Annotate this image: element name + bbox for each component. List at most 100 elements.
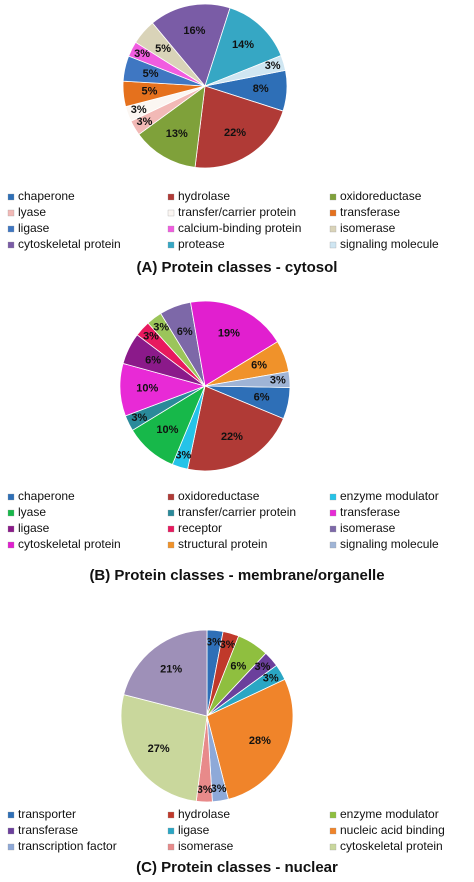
slice-label: 3% xyxy=(175,450,191,462)
slice-label: 3% xyxy=(211,783,227,795)
legend-label: receptor xyxy=(178,521,222,535)
slice-label: 22% xyxy=(224,127,246,139)
slice-label: 3% xyxy=(131,104,147,116)
slice-label: 8% xyxy=(253,83,269,95)
legend-swatch xyxy=(167,811,175,819)
legend-label: signaling molecule xyxy=(340,537,439,551)
legend-swatch xyxy=(329,525,337,533)
legend-swatch xyxy=(329,493,337,501)
pie-slice xyxy=(204,371,291,388)
pie-slice xyxy=(204,7,282,87)
slice-label: 3% xyxy=(153,321,169,333)
slice-label: 3% xyxy=(206,636,222,648)
legend-label: transferase xyxy=(340,505,400,519)
slice-label: 3% xyxy=(265,60,281,72)
legend-label: nucleic acid binding xyxy=(340,823,445,837)
legend-swatch xyxy=(167,509,175,517)
pie-slice xyxy=(123,629,208,717)
legend-label: transferase xyxy=(18,823,78,837)
legend-label: chaperone xyxy=(18,489,75,503)
legend-swatch xyxy=(167,541,175,549)
legend-swatch xyxy=(329,209,337,217)
legend-swatch xyxy=(7,827,15,835)
legend-label: transcription factor xyxy=(18,839,117,853)
slice-label: 22% xyxy=(221,431,243,443)
pie-slice xyxy=(190,300,279,387)
legend-swatch xyxy=(329,827,337,835)
legend-label: structural protein xyxy=(178,537,267,551)
slice-label: 3% xyxy=(197,784,213,796)
legend-label: lyase xyxy=(18,505,46,519)
legend-label: isomerase xyxy=(340,521,396,535)
legend-swatch xyxy=(329,241,337,249)
slice-label: 28% xyxy=(249,735,271,747)
legend-swatch xyxy=(329,193,337,201)
legend-swatch xyxy=(7,811,15,819)
legend-swatch xyxy=(7,493,15,501)
slice-label: 6% xyxy=(230,661,246,673)
chart-caption: (B) Protein classes - membrane/organelle xyxy=(89,567,384,584)
legend-swatch xyxy=(167,493,175,501)
slice-label: 6% xyxy=(254,392,270,404)
legend-label: transfer/carrier protein xyxy=(178,205,296,219)
legend-swatch xyxy=(329,509,337,517)
legend-label: cytoskeletal protein xyxy=(18,537,121,551)
legend-label: ligase xyxy=(18,221,50,235)
legend-label: chaperone xyxy=(18,189,75,203)
legend-swatch xyxy=(329,811,337,819)
legend-swatch xyxy=(167,193,175,201)
legend-swatch xyxy=(7,241,15,249)
legend-label: enzyme modulator xyxy=(340,489,439,503)
slice-label: 3% xyxy=(143,331,159,343)
slice-label: 27% xyxy=(148,743,170,755)
slice-label: 3% xyxy=(255,661,271,673)
legend-label: ligase xyxy=(18,521,50,535)
legend-swatch xyxy=(7,209,15,217)
slice-label: 19% xyxy=(218,327,240,339)
legend-label: cytoskeletal protein xyxy=(340,839,443,853)
legend-label: lyase xyxy=(18,205,46,219)
slice-label: 5% xyxy=(142,85,158,97)
legend-label: hydrolase xyxy=(178,189,230,203)
legend-swatch xyxy=(7,843,15,851)
legend-swatch xyxy=(329,541,337,549)
slice-label: 16% xyxy=(183,25,205,37)
slice-label: 6% xyxy=(177,326,193,338)
slice-label: 3% xyxy=(263,672,279,684)
legend-swatch xyxy=(329,225,337,233)
legend-swatch xyxy=(167,827,175,835)
pie-slice xyxy=(120,694,208,802)
slice-label: 5% xyxy=(155,43,171,55)
slice-label: 3% xyxy=(134,48,150,60)
legend-label: ligase xyxy=(178,823,210,837)
legend-label: transferase xyxy=(340,205,400,219)
legend-swatch xyxy=(7,509,15,517)
legend-swatch xyxy=(167,209,175,217)
legend-label: isomerase xyxy=(178,839,234,853)
legend-label: oxidoreductase xyxy=(178,489,260,503)
slice-label: 6% xyxy=(145,354,161,366)
legend-label: isomerase xyxy=(340,221,396,235)
legend-swatch xyxy=(167,525,175,533)
legend-label: protease xyxy=(178,237,225,251)
pie-slice xyxy=(151,3,231,87)
slice-label: 21% xyxy=(160,664,182,676)
slice-label: 5% xyxy=(143,68,159,80)
slice-label: 6% xyxy=(251,360,267,372)
legend-label: transporter xyxy=(18,807,76,821)
legend-swatch xyxy=(7,541,15,549)
slice-label: 3% xyxy=(136,116,152,128)
pie-slice xyxy=(206,678,294,800)
legend-label: signaling molecule xyxy=(340,237,439,251)
legend-label: oxidoreductase xyxy=(340,189,422,203)
slice-label: 10% xyxy=(156,424,178,436)
slice-label: 3% xyxy=(131,412,147,424)
legend-swatch xyxy=(7,225,15,233)
pie-slice xyxy=(194,85,284,169)
legend-swatch xyxy=(7,525,15,533)
chart-caption: (C) Protein classes - nuclear xyxy=(136,859,338,876)
pie-slice xyxy=(138,85,206,168)
legend-swatch xyxy=(329,843,337,851)
